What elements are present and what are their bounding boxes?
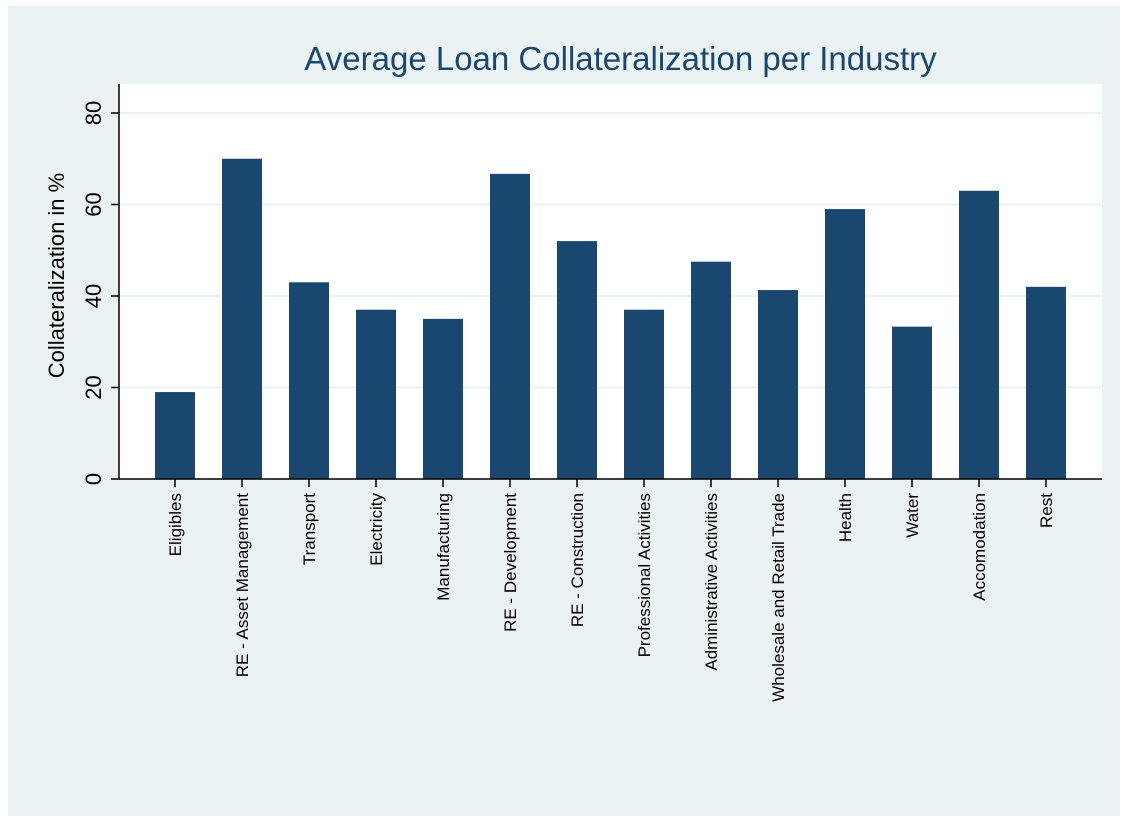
bar-professional-activities	[624, 309, 664, 479]
x-tick-label: Professional Activities	[635, 493, 654, 657]
bar-health	[825, 209, 865, 479]
x-tick-label: Manufacturing	[434, 493, 453, 601]
y-tick-label: 20	[81, 375, 106, 399]
y-tick-label: 80	[81, 101, 106, 125]
bar-transport	[289, 282, 329, 479]
bar-eligibles	[155, 392, 195, 479]
y-tick-label: 40	[81, 284, 106, 308]
x-tick-label: Accomodation	[970, 493, 989, 601]
chart-title: Average Loan Collateralization per Indus…	[304, 40, 937, 77]
y-tick-label: 60	[81, 192, 106, 216]
bar-re-construction	[557, 241, 597, 479]
bar-accomodation	[959, 190, 999, 479]
x-tick-label: Rest	[1037, 493, 1056, 528]
x-tick-label: Eligibles	[166, 493, 185, 556]
x-tick-label: RE - Development	[501, 493, 520, 632]
bar-manufacturing	[423, 318, 463, 479]
bars	[155, 158, 1066, 479]
x-tick-label: Transport	[300, 493, 319, 565]
x-tick-label: Administrative Activities	[702, 493, 721, 671]
x-tick-label: RE - Asset Management	[233, 493, 252, 678]
bar-re-development	[490, 173, 530, 479]
x-tick-label: Wholesale and Retail Trade	[769, 493, 788, 702]
bar-chart: 0 20 40 60 80 Eligibles RE - Asset Management…	[44, 40, 1102, 702]
gridlines	[119, 112, 1102, 389]
x-tick-label: Water	[903, 493, 922, 538]
bar-re-asset-management	[222, 158, 262, 479]
chart-frame: 0 20 40 60 80 Eligibles RE - Asset Management…	[8, 6, 1120, 816]
y-axis-title: Collateralization in %	[44, 173, 69, 378]
x-tick-label: Electricity	[367, 493, 386, 566]
x-tick-label: Health	[836, 493, 855, 542]
axes	[111, 84, 1102, 487]
x-tick-labels: Eligibles RE - Asset Management Transport E…	[166, 493, 1056, 702]
plot-area	[119, 84, 1102, 479]
x-tick-label: RE - Construction	[568, 493, 587, 627]
y-tick-labels: 0 20 40 60 80	[81, 101, 106, 485]
bar-water	[892, 326, 932, 479]
bar-administrative-activities	[691, 261, 731, 479]
bar-electricity	[356, 309, 396, 479]
bar-wholesale-and-retail-trade	[758, 290, 798, 479]
y-tick-label: 0	[81, 473, 106, 485]
bar-rest	[1026, 286, 1066, 479]
